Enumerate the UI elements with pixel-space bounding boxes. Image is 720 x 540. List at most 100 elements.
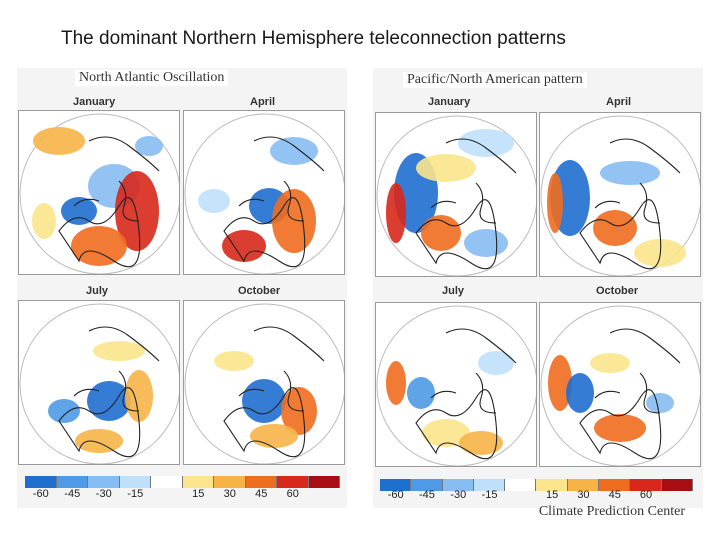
anomaly-region — [33, 127, 85, 155]
colorbar-tick-label: -45 — [418, 489, 435, 501]
nao-map-october — [183, 300, 345, 465]
colorbar-tick-label: -60 — [387, 489, 404, 501]
coastline — [415, 389, 498, 460]
nao-month-april: April — [250, 96, 276, 108]
coastline — [73, 198, 100, 207]
colorbar-swatch — [473, 479, 506, 491]
anomaly-region — [270, 137, 318, 165]
map-graphic — [184, 113, 344, 274]
nao-month-october: October — [238, 285, 281, 297]
colorbar-swatch — [661, 479, 693, 491]
anomaly-region — [464, 229, 508, 257]
anomaly-region — [416, 154, 476, 182]
colorbar-tick-label: 30 — [223, 488, 236, 500]
colorbar-swatch — [277, 476, 309, 488]
colorbar-tick-label: 15 — [546, 489, 559, 501]
anomaly-region — [386, 361, 406, 405]
coastline — [58, 197, 141, 268]
coastline — [430, 390, 457, 399]
pna-month-april: April — [606, 96, 632, 108]
nao-map-january — [18, 110, 180, 275]
coastline — [445, 328, 517, 364]
anomaly-region — [87, 381, 131, 421]
coastline — [609, 138, 681, 174]
anomaly-region — [214, 351, 254, 371]
colorbar-swatch — [630, 479, 662, 491]
map-graphic — [540, 305, 700, 466]
anomaly-region — [71, 226, 127, 266]
coastline — [639, 182, 661, 224]
coastline — [223, 197, 306, 268]
anomaly-region — [590, 353, 630, 373]
colorbar-tick-label: -60 — [32, 488, 49, 500]
colorbar-tick-label: 60 — [286, 488, 299, 500]
pna-map-april — [539, 112, 701, 277]
colorbar-tick-label: -30 — [450, 489, 467, 501]
pna-colorbar — [380, 479, 693, 491]
colorbar-swatch — [214, 476, 246, 488]
coastline — [88, 136, 160, 172]
pna-map-july — [375, 302, 537, 467]
coastline — [238, 388, 265, 397]
nao-label: North Atlantic Oscillation — [75, 70, 229, 86]
anomaly-region — [646, 393, 674, 413]
anomaly-region — [222, 230, 266, 262]
pna-month-july: July — [442, 285, 465, 297]
anomaly-region — [407, 377, 435, 409]
colorbar-tick-label: -30 — [95, 488, 112, 500]
anomaly-region — [386, 183, 406, 243]
coastline — [594, 200, 621, 209]
anomaly-region — [459, 431, 503, 455]
coastline — [475, 182, 497, 224]
coastline — [579, 199, 662, 270]
coastline — [118, 370, 140, 412]
coastline — [118, 180, 140, 222]
colorbar-swatch — [567, 479, 600, 491]
anomaly-region — [421, 215, 461, 251]
anomaly-region — [75, 429, 123, 453]
colorbar-swatch — [599, 479, 631, 491]
anomaly-region — [547, 173, 563, 233]
colorbar-swatch — [442, 479, 474, 491]
anomaly-region — [272, 189, 316, 253]
pna-month-october: October — [596, 285, 639, 297]
coastline — [58, 387, 141, 458]
anomaly-region — [61, 197, 97, 225]
colorbar-swatch — [505, 479, 537, 491]
colorbar-tick-label: -45 — [64, 488, 81, 500]
anomaly-region — [594, 414, 646, 442]
coastline — [283, 370, 305, 412]
anomaly-region — [198, 189, 230, 213]
colorbar-tick-label: -15 — [127, 488, 144, 500]
colorbar-swatch — [56, 476, 88, 488]
map-graphic — [19, 303, 179, 464]
anomaly-region — [93, 341, 145, 361]
anomaly-region — [566, 373, 594, 413]
slide-title: The dominant Northern Hemisphere telecon… — [61, 28, 566, 49]
anomaly-region — [250, 424, 298, 448]
coastline — [594, 390, 621, 399]
anomaly-region — [458, 129, 514, 157]
colorbar-tick-label: 15 — [192, 488, 205, 500]
anomaly-region — [478, 351, 514, 375]
coastline — [253, 326, 325, 362]
coastline — [88, 326, 160, 362]
colorbar-swatch — [119, 476, 151, 488]
coastline — [73, 388, 100, 397]
anomaly-region — [600, 161, 660, 185]
nao-map-april — [183, 110, 345, 275]
colorbar-swatch — [151, 476, 183, 488]
colorbar-swatch — [88, 476, 120, 488]
anomaly-region — [422, 419, 470, 447]
colorbar-swatch — [308, 476, 340, 488]
colorbar-swatch — [25, 476, 57, 488]
coastline — [415, 199, 498, 270]
colorbar-swatch — [245, 476, 277, 488]
anomaly-region — [125, 370, 153, 422]
colorbar-swatch — [536, 479, 568, 491]
colorbar-swatch — [182, 476, 214, 488]
coastline — [238, 198, 265, 207]
anomaly-region — [135, 136, 163, 156]
nao-colorbar-ticks: -60 -45 -30 -15 15 30 45 60 — [25, 488, 340, 502]
credit-label: Climate Prediction Center — [538, 504, 685, 519]
